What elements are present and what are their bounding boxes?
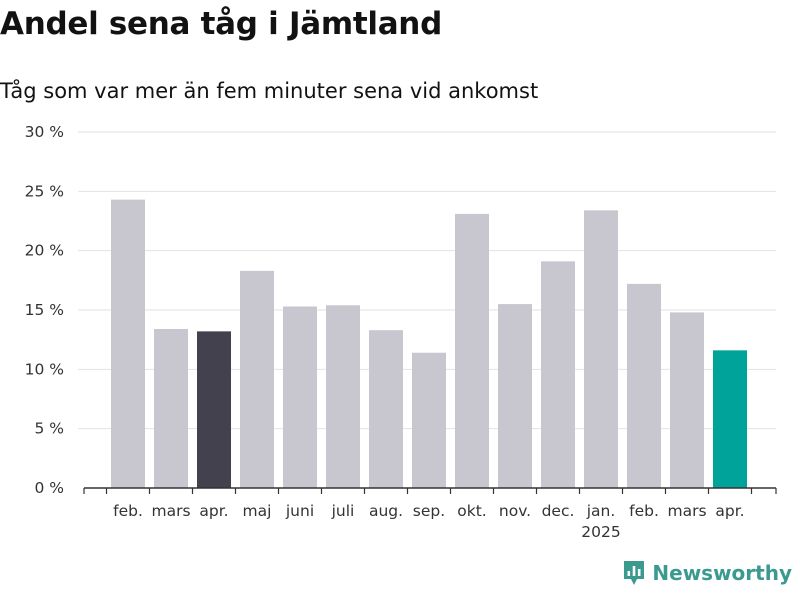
chart-title: Andel sena tåg i Jämtland — [0, 6, 442, 42]
bar — [412, 352, 446, 488]
bar — [627, 283, 661, 488]
x-tick-label: sep. — [413, 502, 445, 520]
bar — [541, 261, 575, 488]
bar — [498, 304, 532, 488]
bar — [326, 305, 360, 488]
y-tick-label: 30 % — [25, 123, 64, 141]
bar — [584, 210, 618, 488]
bar — [283, 306, 317, 488]
y-tick-label: 5 % — [34, 420, 64, 438]
bar — [713, 350, 747, 488]
bar — [111, 199, 145, 488]
y-tick-label: 0 % — [34, 479, 64, 497]
bar — [455, 213, 489, 488]
brand-logo: Newsworthy — [622, 559, 792, 587]
bar — [154, 328, 188, 488]
x-year-label: 2025 — [581, 523, 620, 541]
y-tick-label: 20 % — [25, 242, 64, 260]
x-tick-label: nov. — [499, 502, 531, 520]
x-tick-label: mars — [151, 502, 190, 520]
chart-subtitle: Tåg som var mer än fem minuter sena vid … — [0, 79, 539, 103]
x-tick-label: apr. — [199, 502, 228, 520]
y-tick-label: 25 % — [25, 182, 64, 200]
brand-name: Newsworthy — [652, 561, 792, 585]
bar — [197, 331, 231, 488]
x-tick-label: aug. — [369, 502, 403, 520]
bar — [240, 270, 274, 488]
x-tick-label: mars — [667, 502, 706, 520]
y-tick-label: 15 % — [25, 301, 64, 319]
x-tick-label: dec. — [542, 502, 575, 520]
bar — [369, 330, 403, 488]
x-tick-label: feb. — [113, 502, 143, 520]
x-tick-label: juni — [285, 502, 314, 520]
x-tick-label: feb. — [629, 502, 659, 520]
x-tick-label: okt. — [457, 502, 486, 520]
x-tick-label: jan. — [586, 502, 616, 520]
newsworthy-logo-icon — [624, 561, 645, 585]
x-tick-label: juli — [331, 502, 355, 520]
x-tick-label: maj — [243, 502, 272, 520]
bar — [670, 312, 704, 488]
x-tick-label: apr. — [715, 502, 744, 520]
y-tick-label: 10 % — [25, 360, 64, 378]
